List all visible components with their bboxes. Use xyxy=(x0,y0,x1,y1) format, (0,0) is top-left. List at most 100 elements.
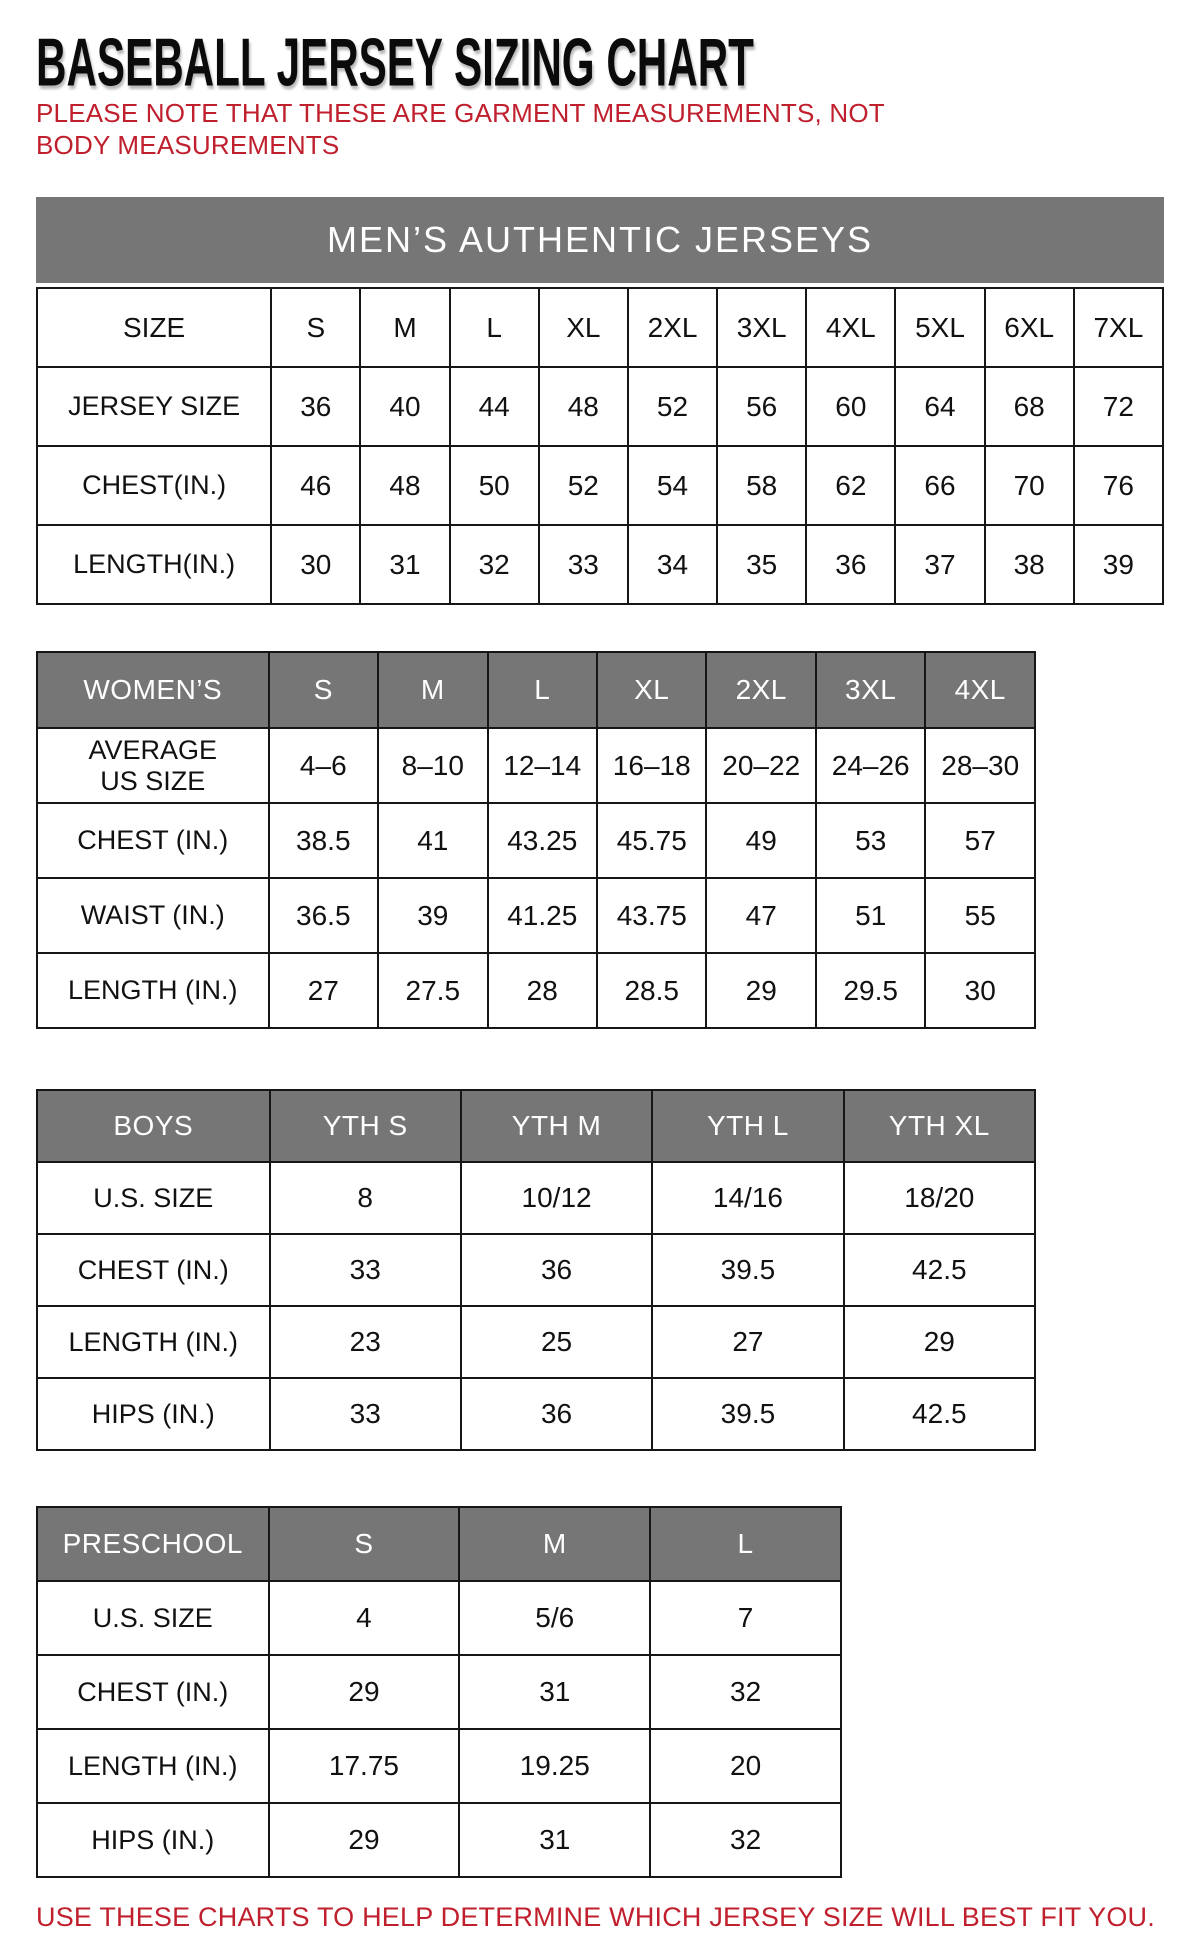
row-label-cell: CHEST (IN.) xyxy=(36,1233,271,1308)
value-cell: 58 xyxy=(716,445,808,527)
value-cell: 28–30 xyxy=(924,727,1036,805)
value-cell: 5/6 xyxy=(458,1580,652,1657)
column-header-cell: XL xyxy=(537,287,629,369)
column-header-cell: PRESCHOOL xyxy=(36,1506,270,1583)
table-row: LENGTH (IN.) 17.75 19.25 20 xyxy=(36,1728,842,1805)
column-header-cell: 4XL xyxy=(924,651,1036,730)
column-header-cell: WOMEN’S xyxy=(36,651,270,730)
column-header-cell: S xyxy=(270,287,362,369)
value-cell: 41 xyxy=(377,802,489,880)
value-cell: 33 xyxy=(268,1233,462,1308)
value-cell: 19.25 xyxy=(458,1728,652,1805)
value-cell: 27.5 xyxy=(377,952,489,1030)
value-cell: 31 xyxy=(458,1654,652,1731)
value-cell: 36 xyxy=(459,1377,654,1452)
value-cell: 32 xyxy=(649,1654,842,1731)
sizing-table: SIZE S M L XL 2XL 3XL 4XL 5XL 6XL 7XL JERSEY SIZE 36… xyxy=(35,287,1165,606)
row-label-cell: LENGTH(IN.) xyxy=(35,524,273,606)
value-cell: 56 xyxy=(716,366,808,448)
value-cell: 29 xyxy=(705,952,817,1030)
value-cell: 43.75 xyxy=(595,877,708,955)
column-header-cell: SIZE xyxy=(35,287,273,369)
value-cell: 72 xyxy=(1072,366,1165,448)
value-cell: 30 xyxy=(270,524,362,606)
column-header-cell: M xyxy=(458,1506,652,1583)
header-row: PRESCHOOL S M L xyxy=(36,1506,842,1583)
value-cell: 8 xyxy=(268,1161,462,1236)
mens-sizing-table: SIZE S M L XL 2XL 3XL 4XL 5XL 6XL 7XL JERSEY SIZE 36… xyxy=(35,287,1165,606)
table-row: WAIST (IN.) 36.5 39 41.25 43.75 47 51 55 xyxy=(36,877,1036,955)
value-cell: 51 xyxy=(814,877,927,955)
header-row: SIZE S M L XL 2XL 3XL 4XL 5XL 6XL 7XL xyxy=(35,287,1165,369)
value-cell: 27 xyxy=(651,1305,845,1380)
row-label-cell: CHEST (IN.) xyxy=(36,1654,270,1731)
column-header-cell: 3XL xyxy=(716,287,808,369)
table-row: HIPS (IN.) 33 36 39.5 42.5 xyxy=(36,1377,1037,1452)
value-cell: 14/16 xyxy=(651,1161,845,1236)
row-label-cell: LENGTH (IN.) xyxy=(36,1728,270,1805)
column-header-cell: M xyxy=(359,287,451,369)
value-cell: 29 xyxy=(267,1802,461,1879)
column-header-cell: S xyxy=(267,651,380,730)
column-header-cell: 2XL xyxy=(626,287,719,369)
value-cell: 29 xyxy=(842,1305,1037,1380)
value-cell: 27 xyxy=(267,952,380,1030)
value-cell: 12–14 xyxy=(486,727,599,805)
womens-sizing-table: WOMEN’S S M L XL 2XL 3XL 4XL AVERAGE US SIZE 4–6 8… xyxy=(36,651,1164,1030)
value-cell: 47 xyxy=(705,877,817,955)
table-row: JERSEY SIZE 36 40 44 48 52 56 60 64 68 72 xyxy=(35,366,1165,448)
value-cell: 39.5 xyxy=(651,1377,845,1452)
value-cell: 57 xyxy=(924,802,1036,880)
row-label-cell: WAIST (IN.) xyxy=(36,877,270,955)
value-cell: 36.5 xyxy=(267,877,380,955)
value-cell: 17.75 xyxy=(267,1728,461,1805)
value-cell: 28 xyxy=(486,952,599,1030)
value-cell: 45.75 xyxy=(595,802,708,880)
value-cell: 34 xyxy=(626,524,719,606)
column-header-cell: YTH M xyxy=(459,1089,654,1164)
value-cell: 66 xyxy=(894,445,986,527)
column-header-cell: 6XL xyxy=(983,287,1075,369)
value-cell: 48 xyxy=(359,445,451,527)
value-cell: 30 xyxy=(924,952,1036,1030)
row-label-cell: HIPS (IN.) xyxy=(36,1802,270,1879)
sizing-table: PRESCHOOL S M L U.S. SIZE 4 5/6 7 CHEST (IN.) 29 3… xyxy=(36,1506,842,1879)
value-cell: 52 xyxy=(626,366,719,448)
value-cell: 48 xyxy=(537,366,629,448)
value-cell: 7 xyxy=(649,1580,842,1657)
table-row: U.S. SIZE 8 10/12 14/16 18/20 xyxy=(36,1161,1037,1236)
value-cell: 41.25 xyxy=(486,877,599,955)
value-cell: 23 xyxy=(268,1305,462,1380)
row-label-cell: U.S. SIZE xyxy=(36,1580,270,1657)
column-header-cell: L xyxy=(448,287,540,369)
table-row: CHEST (IN.) 33 36 39.5 42.5 xyxy=(36,1233,1037,1308)
value-cell: 24–26 xyxy=(814,727,927,805)
table-row: AVERAGE US SIZE 4–6 8–10 12–14 16–18 20–22 24–… xyxy=(36,727,1036,805)
column-header-cell: 2XL xyxy=(705,651,817,730)
value-cell: 29.5 xyxy=(814,952,927,1030)
value-cell: 43.25 xyxy=(486,802,599,880)
value-cell: 36 xyxy=(459,1233,654,1308)
table-row: CHEST(IN.) 46 48 50 52 54 58 62 66 70 76 xyxy=(35,445,1165,527)
column-header-cell: YTH S xyxy=(268,1089,462,1164)
value-cell: 40 xyxy=(359,366,451,448)
page-title: BASEBALL JERSEY SIZING CHART xyxy=(36,25,754,101)
value-cell: 32 xyxy=(448,524,540,606)
preschool-sizing-table: PRESCHOOL S M L U.S. SIZE 4 5/6 7 CHEST (IN.) 29 3… xyxy=(36,1506,1164,1879)
value-cell: 10/12 xyxy=(459,1161,654,1236)
column-header-cell: L xyxy=(486,651,599,730)
column-header-cell: 7XL xyxy=(1072,287,1165,369)
column-header-cell: XL xyxy=(595,651,708,730)
header-row: WOMEN’S S M L XL 2XL 3XL 4XL xyxy=(36,651,1036,730)
value-cell: 4–6 xyxy=(267,727,380,805)
value-cell: 16–18 xyxy=(595,727,708,805)
value-cell: 54 xyxy=(626,445,719,527)
value-cell: 25 xyxy=(459,1305,654,1380)
value-cell: 20 xyxy=(649,1728,842,1805)
value-cell: 53 xyxy=(814,802,927,880)
row-label-cell: HIPS (IN.) xyxy=(36,1377,271,1452)
row-label-cell: JERSEY SIZE xyxy=(35,366,273,448)
column-header-cell: S xyxy=(267,1506,461,1583)
value-cell: 62 xyxy=(805,445,897,527)
column-header-cell: 3XL xyxy=(814,651,927,730)
